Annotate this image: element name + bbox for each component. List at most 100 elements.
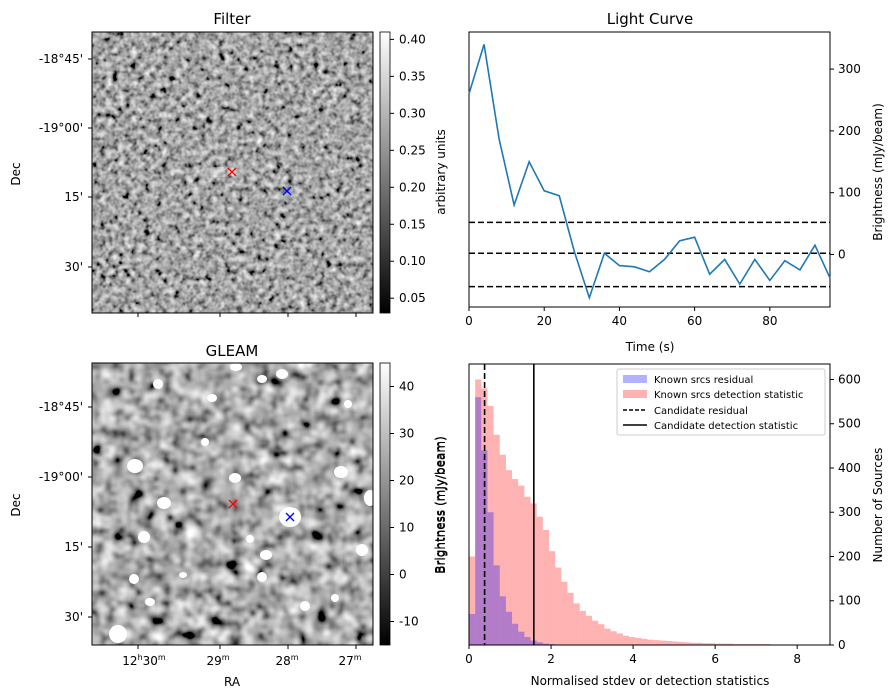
filter-frame [91,31,374,314]
detection-bar-21 [598,624,605,645]
legend-label-residual: Known srcs residual [654,375,753,386]
gleam-blue-marker [285,512,295,522]
residual-bar-12 [542,643,549,645]
filter-colorbar-label: arbitrary units [434,129,448,215]
filter-colorbar: 0.40 0.35 0.30 0.25 0.20 0.15 0.10 0.05 arbitra… [379,31,448,314]
lightcurve-threshold-lines [469,221,830,288]
detection-bar-27 [635,637,642,645]
detection-bar-22 [604,628,611,645]
lightcurve-ytick-label-1: 200 [838,124,861,138]
histogram-x-ticks: 0 2 4 6 8 [465,645,801,666]
gleam-source-20 [331,594,339,602]
gleam-source-19 [300,601,310,611]
histogram-ytick-label-0: 600 [838,372,861,386]
lightcurve-xtick-label-0: 0 [465,314,473,328]
gleam-source-0 [127,459,143,473]
gleam-source-17 [257,572,267,582]
lightcurve-x-ticks: 0 20 40 60 80 [465,307,777,328]
filter-colorbar-tick-label-7: 0.05 [399,291,426,305]
gleam-source-6 [153,379,163,389]
lightcurve-ytick-label-0: 300 [838,62,861,76]
histogram-ytick-label-1: 500 [838,417,861,431]
residual-bar-1 [475,397,482,645]
detection-bar-39 [708,643,716,645]
histogram-xtick-label-2: 4 [629,652,637,666]
gleam-colorbar-ticks: 40 30 20 10 0 -10 [390,380,419,629]
filter-colorbar-gradient [379,31,391,314]
filter-colorbar-ticks: 0.40 0.35 0.30 0.25 0.20 0.15 0.10 0.05 [390,32,426,305]
gleam-source-11 [229,473,241,483]
residual-bar-4 [493,565,500,645]
gleam-ytick-2: -19°00' [39,470,83,484]
filter-colorbar-tick-label-5: 0.15 [399,217,426,231]
detection-bar-3 [487,406,494,645]
gleam-source-1 [157,497,171,509]
histogram-xtick-label-4: 8 [793,652,801,666]
detection-bar-33 [672,641,679,645]
filter-colorbar-tick-label-0: 0.40 [399,32,426,46]
histogram-candidate-lines [483,364,535,645]
filter-ylabel: Dec [9,162,23,185]
detection-bar-8 [518,485,525,645]
gleam-colorbar-tick-label-0: 40 [399,380,414,394]
gleam-xtick-2: 29m [206,653,229,668]
detection-bar-9 [524,496,531,645]
detection-bar-24 [616,633,623,645]
gleam-source-9 [257,375,267,383]
filter-ytick-4: 30' [64,260,83,274]
gleam-xlabel: RA [224,675,241,689]
gleam-xtick-3: 28m [275,653,298,668]
detection-bar-35 [684,642,691,645]
residual-bar-3 [487,512,494,645]
histogram-y-ticks: 600 500 400 300 200 100 0 [830,372,861,652]
histogram-frame [468,363,831,646]
lightcurve-xtick-label-2: 40 [612,314,627,328]
gleam-title: GLEAM [206,342,259,360]
gleam-source-23 [201,438,209,446]
lightcurve-title: Light Curve [607,10,693,28]
detection-bar-34 [678,641,685,645]
gleam-colorbar-gradient [379,362,391,646]
detection-bar-38 [702,643,709,645]
detection-bar-14 [555,567,562,645]
detection-bar-30 [653,640,660,645]
gleam-source-4 [129,574,139,584]
gleam-x-ticks [137,645,357,649]
detection-bar-29 [647,639,654,645]
histogram-panel: 0 2 4 6 8 600 500 400 300 200 100 0 Normalised std… [434,363,885,688]
gleam-ytick-1: -18°45' [39,400,83,414]
lightcurve-xtick-label-4: 80 [762,314,777,328]
filter-colorbar-tick-label-2: 0.30 [399,106,426,120]
legend-label-candidate-detection: Candidate detection statistic [654,421,798,432]
histogram-legend: Known srcs residual Known srcs detection… [616,368,826,436]
detection-bar-42 [727,643,734,645]
gleam-source-13 [334,466,348,478]
legend-label-detection: Known srcs detection statistic [654,390,803,401]
detection-bar-20 [592,620,599,645]
detection-bar-17 [573,603,580,645]
detection-bar-11 [536,516,543,645]
residual-bar-0 [469,614,476,645]
legend-box [616,368,826,436]
detection-bar-19 [585,615,593,645]
detection-bar-6 [505,470,513,645]
gleam-colorbar-tick-label-4: 0 [399,568,407,582]
gleam-source-18 [246,535,254,543]
detection-bar-2 [481,388,488,645]
residual-bar-5 [499,596,506,645]
detection-bar-16 [567,592,574,645]
gleam-source-21 [179,572,187,578]
residual-bar-6 [505,611,513,645]
filter-colorbar-tick-label-1: 0.35 [399,69,426,83]
detection-bar-37 [696,642,703,645]
gleam-source-8 [230,363,242,371]
residual-bar-9 [524,637,531,645]
detection-bar-13 [548,551,556,645]
gleam-source-3 [109,625,127,643]
detection-bar-32 [665,641,673,645]
histogram-ytick-label-6: 0 [838,638,846,652]
gleam-xtick-4: 27m [338,653,361,668]
gleam-source-10 [276,369,288,379]
legend-swatch-detection [623,390,647,398]
filter-ytick-1: -18°45' [39,52,83,66]
